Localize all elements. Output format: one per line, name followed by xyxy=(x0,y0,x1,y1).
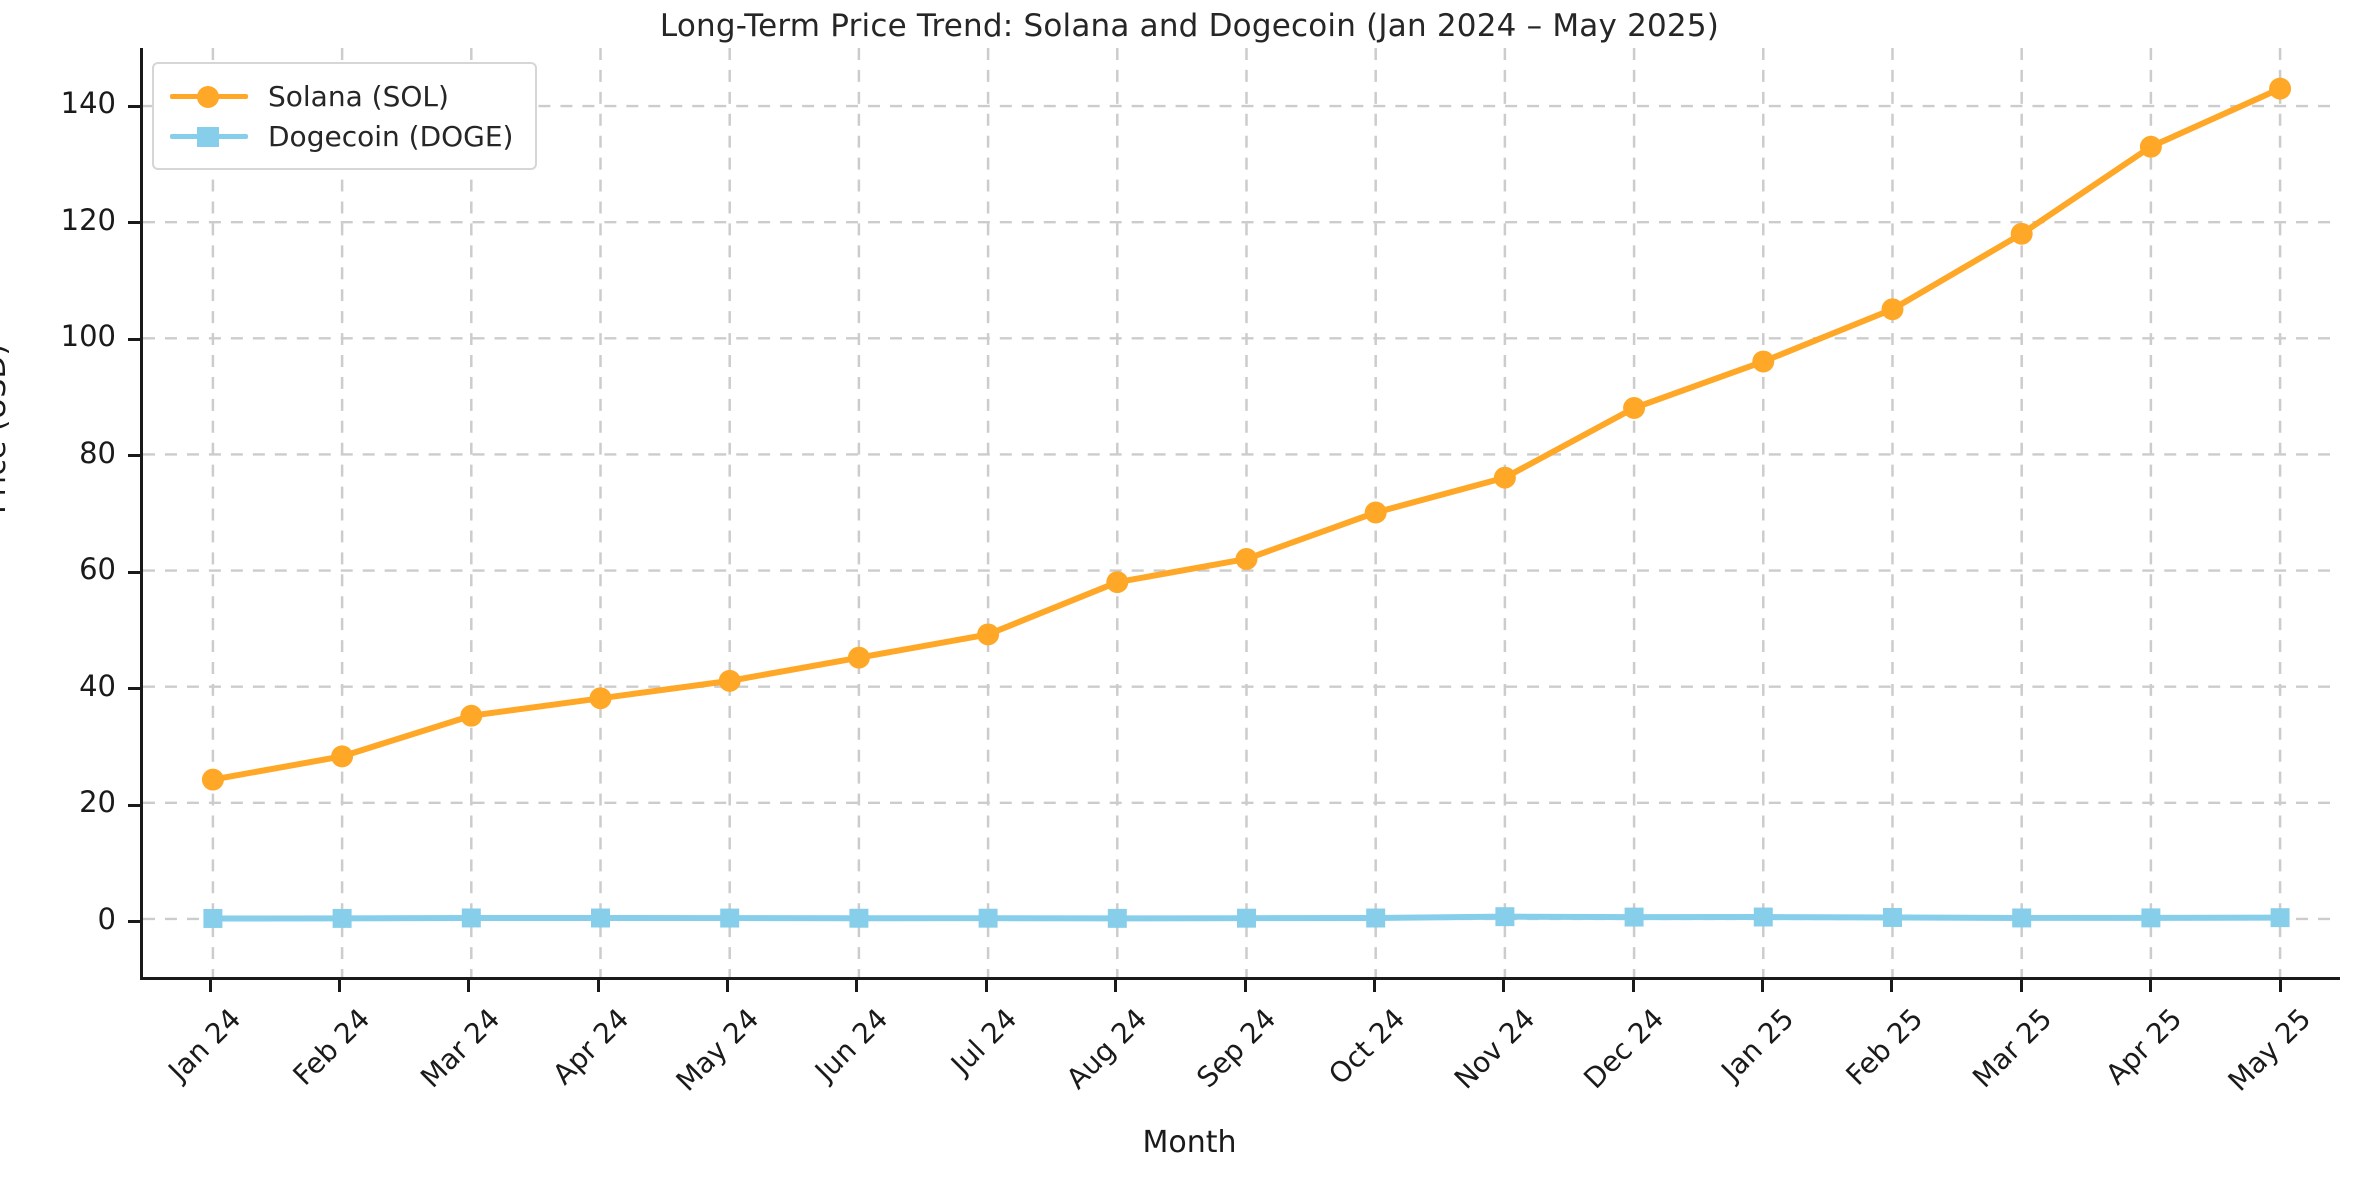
y-tick-label: 120 xyxy=(60,202,116,237)
data-point-marker xyxy=(2139,135,2162,158)
legend-marker-solana xyxy=(170,84,248,108)
x-tick-mark xyxy=(1502,980,1506,992)
data-point-marker xyxy=(1881,298,1904,321)
data-point-marker xyxy=(2270,908,2290,928)
data-point-marker xyxy=(2269,77,2292,100)
x-tick-mark xyxy=(984,980,988,992)
data-point-marker xyxy=(1753,907,1773,927)
y-tick-mark xyxy=(128,454,140,458)
y-tick-label: 0 xyxy=(97,901,116,936)
y-tick-label: 100 xyxy=(60,319,116,354)
x-tick-mark xyxy=(855,980,859,992)
series-line-0 xyxy=(209,85,2284,783)
data-point-marker xyxy=(2141,908,2161,928)
data-point-marker xyxy=(203,909,223,928)
x-axis-label: Month xyxy=(1142,1125,1237,1160)
y-tick-mark xyxy=(128,104,140,108)
data-point-marker xyxy=(849,908,869,928)
y-tick-mark xyxy=(128,221,140,225)
y-tick-label: 60 xyxy=(79,552,116,587)
data-point-marker xyxy=(718,669,741,692)
legend-label-solana: Solana (SOL) xyxy=(268,79,449,113)
data-point-marker xyxy=(1882,908,1902,927)
plot-area xyxy=(140,48,2340,980)
data-point-marker xyxy=(1364,501,1387,524)
data-point-marker xyxy=(977,623,1000,646)
y-tick-label: 40 xyxy=(79,668,116,703)
data-point-marker xyxy=(589,687,612,710)
data-point-marker xyxy=(461,908,481,928)
data-point-marker xyxy=(1107,908,1127,928)
data-point-marker xyxy=(1623,397,1646,419)
data-point-marker xyxy=(1495,907,1515,927)
chart-title: Long-Term Price Trend: Solana and Dogeco… xyxy=(659,8,1720,44)
data-point-marker xyxy=(1624,907,1644,927)
x-tick-mark xyxy=(1890,980,1894,992)
data-point-marker xyxy=(720,908,740,928)
legend-marker-dogecoin xyxy=(170,124,248,148)
data-point-marker xyxy=(1366,908,1386,928)
x-tick-mark xyxy=(1372,980,1376,992)
x-tick-mark xyxy=(208,980,212,992)
data-point-marker xyxy=(332,908,352,928)
legend-item-solana: Solana (SOL) xyxy=(170,76,513,116)
data-point-marker xyxy=(1106,571,1129,594)
data-point-marker xyxy=(460,704,483,727)
x-tick-mark xyxy=(1631,980,1635,992)
x-tick-mark xyxy=(726,980,729,992)
x-tick-mark xyxy=(1761,980,1764,992)
data-point-marker xyxy=(331,745,354,768)
data-point-marker xyxy=(1752,350,1775,373)
data-point-marker xyxy=(978,908,998,928)
x-tick-mark xyxy=(2019,980,2023,992)
y-tick-label: 80 xyxy=(79,435,116,470)
data-series-layer xyxy=(201,77,2292,928)
y-tick-label: 140 xyxy=(60,86,116,121)
data-point-marker xyxy=(591,908,610,928)
data-point-marker xyxy=(2010,222,2033,245)
x-tick-mark xyxy=(1114,980,1118,992)
x-tick-mark xyxy=(467,980,471,992)
x-tick-mark xyxy=(1243,980,1247,992)
y-tick-mark xyxy=(128,803,140,807)
chart-legend: Solana (SOL) Dogecoin (DOGE) xyxy=(152,62,538,170)
data-point-marker xyxy=(847,646,870,669)
x-tick-mark xyxy=(2278,980,2282,992)
gridlines xyxy=(143,48,2340,977)
y-tick-mark xyxy=(128,337,140,341)
data-point-marker xyxy=(1237,908,1256,928)
y-tick-mark xyxy=(128,570,140,574)
x-tick-mark xyxy=(2149,980,2153,992)
data-point-marker xyxy=(2012,908,2032,928)
y-tick-mark xyxy=(128,687,140,691)
y-axis-label: Price (USD) xyxy=(0,343,13,514)
data-point-marker xyxy=(201,768,224,791)
data-point-marker xyxy=(1235,547,1258,570)
legend-label-dogecoin: Dogecoin (DOGE) xyxy=(268,119,514,153)
legend-item-dogecoin: Dogecoin (DOGE) xyxy=(170,116,513,156)
y-tick-mark xyxy=(128,920,140,924)
y-tick-label: 20 xyxy=(79,785,116,820)
data-point-marker xyxy=(1493,466,1516,489)
x-tick-mark xyxy=(337,980,341,992)
x-tick-mark xyxy=(596,980,600,992)
